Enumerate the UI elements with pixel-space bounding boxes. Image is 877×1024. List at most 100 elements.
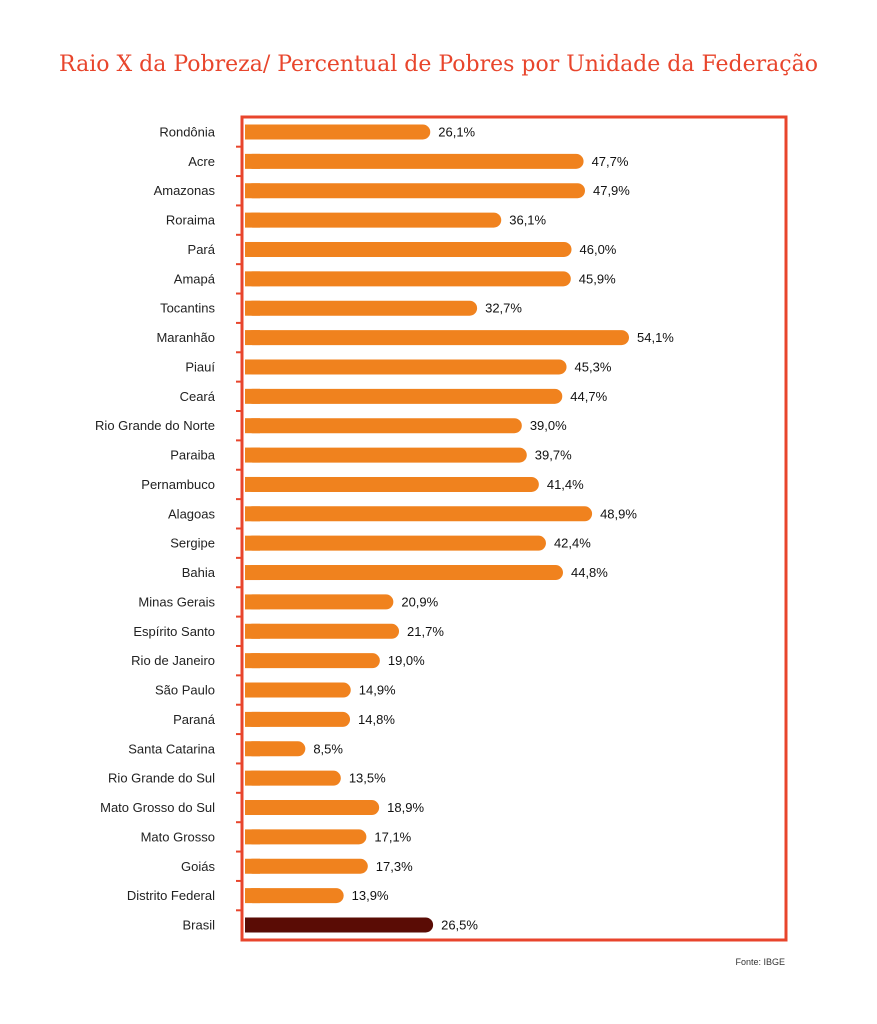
bar — [245, 418, 522, 434]
category-label: Sergipe — [170, 536, 215, 551]
category-label: Mato Grosso — [141, 829, 215, 844]
bars-layer: Rondônia 26,1% Acre 47,7% Amazonas 47,9% Rorai… — [95, 124, 674, 933]
value-label: 13,9% — [352, 888, 389, 903]
value-label: 26,5% — [441, 917, 478, 932]
value-label: 21,7% — [407, 624, 444, 639]
bar — [245, 829, 367, 845]
value-label: 46,0% — [580, 242, 617, 257]
bar-left-cap — [245, 829, 260, 845]
category-label: Paraiba — [170, 448, 216, 463]
value-label: 45,3% — [575, 359, 612, 374]
bar — [245, 682, 351, 698]
bar — [245, 770, 341, 786]
value-label: 14,8% — [358, 712, 395, 727]
bar — [245, 271, 571, 287]
category-label: Brasil — [182, 917, 215, 932]
category-label: Maranhão — [156, 330, 215, 345]
value-label: 41,4% — [547, 477, 584, 492]
bar-left-cap — [245, 241, 260, 257]
value-label: 44,7% — [570, 389, 607, 404]
bar-left-cap — [245, 800, 260, 816]
chart-title: Raio X da Pobreza/ Percentual de Pobres … — [59, 52, 818, 77]
category-label: Rio Grande do Norte — [95, 418, 215, 433]
category-label: Alagoas — [168, 506, 215, 521]
value-label: 47,7% — [592, 154, 629, 169]
value-label: 54,1% — [637, 330, 674, 345]
bar — [245, 330, 629, 346]
category-label: Bahia — [182, 565, 216, 580]
value-label: 17,1% — [374, 829, 411, 844]
bar — [245, 506, 593, 522]
bar-left-cap — [245, 535, 260, 551]
bar-left-cap — [245, 917, 260, 933]
category-label: Paraná — [173, 712, 216, 727]
category-label: Rondônia — [159, 125, 215, 140]
bar-left-cap — [245, 271, 260, 287]
bar-left-cap — [245, 388, 260, 404]
source-note: Fonte: IBGE — [735, 957, 785, 967]
bar — [245, 917, 434, 933]
value-label: 44,8% — [571, 565, 608, 580]
bar-left-cap — [245, 330, 260, 346]
bar-left-cap — [245, 741, 260, 757]
bar-left-cap — [245, 770, 260, 786]
bar — [245, 388, 563, 404]
category-label: Pernambuco — [141, 477, 215, 492]
category-label: Santa Catarina — [128, 741, 215, 756]
bar — [245, 623, 400, 639]
category-label: Rio de Janeiro — [131, 653, 215, 668]
bar — [245, 800, 380, 816]
bar — [245, 741, 306, 757]
bar-left-cap — [245, 124, 260, 140]
category-label: São Paulo — [155, 683, 215, 698]
bar-left-cap — [245, 418, 260, 434]
bar — [245, 153, 584, 169]
value-label: 19,0% — [388, 653, 425, 668]
bar — [245, 594, 394, 610]
bar-left-cap — [245, 594, 260, 610]
category-label: Minas Gerais — [138, 594, 215, 609]
category-label: Roraima — [166, 213, 216, 228]
category-label: Tocantins — [160, 301, 215, 316]
category-label: Amazonas — [154, 183, 216, 198]
bar — [245, 183, 585, 199]
category-label: Piauí — [185, 359, 215, 374]
bar — [245, 565, 563, 581]
bar — [245, 212, 502, 228]
value-label: 26,1% — [438, 125, 475, 140]
value-label: 18,9% — [387, 800, 424, 815]
bar — [245, 241, 572, 257]
value-label: 39,7% — [535, 448, 572, 463]
category-label: Goiás — [181, 859, 215, 874]
value-label: 48,9% — [600, 506, 637, 521]
bar — [245, 124, 431, 140]
bar-left-cap — [245, 623, 260, 639]
category-label: Acre — [188, 154, 215, 169]
category-label: Rio Grande do Sul — [108, 771, 215, 786]
bar-left-cap — [245, 653, 260, 669]
bar — [245, 447, 527, 463]
category-label: Espírito Santo — [133, 624, 215, 639]
value-label: 36,1% — [509, 213, 546, 228]
value-label: 42,4% — [554, 536, 591, 551]
category-label: Pará — [188, 242, 216, 257]
category-label: Mato Grosso do Sul — [100, 800, 215, 815]
value-label: 45,9% — [579, 271, 616, 286]
chart-frame — [240, 115, 788, 942]
value-label: 17,3% — [376, 859, 413, 874]
bar — [245, 476, 539, 492]
bar — [245, 300, 478, 316]
category-label: Amapá — [174, 271, 216, 286]
bar-left-cap — [245, 447, 260, 463]
bar-left-cap — [245, 153, 260, 169]
bar — [245, 888, 344, 904]
bar-left-cap — [245, 212, 260, 228]
bar-left-cap — [245, 858, 260, 874]
category-label: Ceará — [180, 389, 216, 404]
bar — [245, 711, 351, 727]
bar-left-cap — [245, 711, 260, 727]
bar — [245, 359, 567, 375]
value-label: 39,0% — [530, 418, 567, 433]
value-label: 14,9% — [359, 683, 396, 698]
